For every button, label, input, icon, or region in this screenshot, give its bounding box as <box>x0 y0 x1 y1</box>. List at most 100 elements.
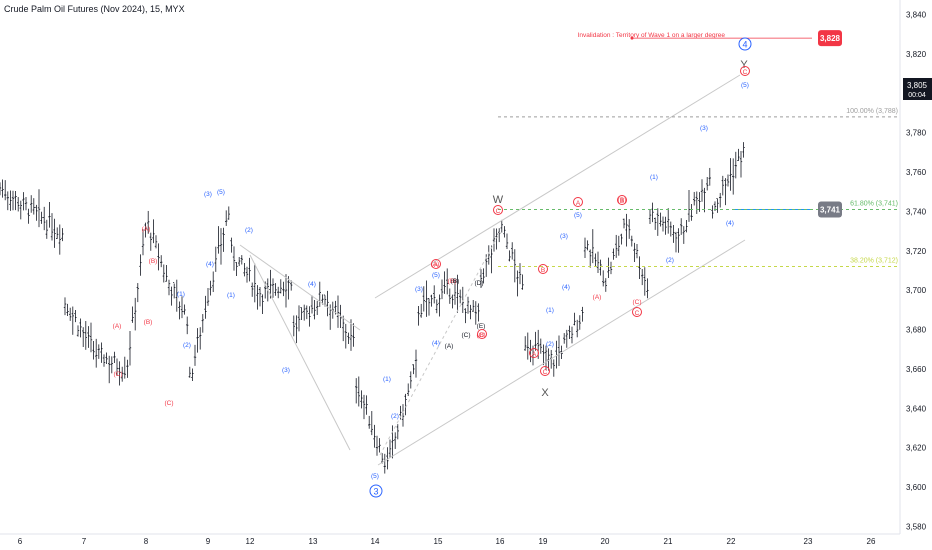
ohlc-bar <box>667 208 670 234</box>
ohlc-bar <box>518 263 522 285</box>
ohlc-bar <box>539 338 542 354</box>
ohlc-bar <box>368 415 371 429</box>
ohlc-bar <box>113 351 116 364</box>
ohlc-bar <box>604 278 607 292</box>
x-tick-label: 15 <box>434 537 443 546</box>
ohlc-bar <box>589 249 592 268</box>
ohlc-bar <box>37 189 41 228</box>
wave-circle <box>540 366 550 376</box>
ohlc-bar <box>225 210 228 226</box>
ohlc-bar <box>347 332 350 345</box>
ohlc-bar <box>682 226 685 244</box>
ohlc-bar <box>282 281 285 297</box>
ohlc-bar <box>308 306 311 327</box>
ohlc-bar <box>394 432 397 449</box>
ohlc-bar <box>235 262 238 277</box>
ohlc-bar <box>89 322 93 353</box>
wave-label: (3) <box>415 286 423 293</box>
ohlc-bar <box>628 219 631 239</box>
ohlc-bar <box>6 191 9 211</box>
y-tick-label: 3,720 <box>906 247 927 256</box>
ohlc-bar <box>544 345 548 371</box>
ohlc-bar <box>9 190 12 211</box>
y-tick-label: 3,660 <box>906 365 927 374</box>
ohlc-bar <box>370 411 373 436</box>
ohlc-bar <box>739 151 743 178</box>
ohlc-bar <box>201 314 204 333</box>
ohlc-bar <box>664 216 667 235</box>
wave-label: (A) <box>113 323 122 330</box>
wave-label: (A) <box>142 226 151 233</box>
wave-label: A <box>434 262 439 269</box>
ohlc-bar <box>706 176 709 191</box>
ohlc-bar <box>721 175 724 196</box>
ohlc-bar <box>453 279 457 305</box>
wave-circle <box>632 307 642 317</box>
ohlc-bar <box>144 222 147 238</box>
ohlc-bar <box>459 289 462 304</box>
ohlc-bar <box>131 306 134 323</box>
ohlc-bar <box>482 268 485 284</box>
wave-label: (2) <box>183 342 191 349</box>
ohlc-bar <box>542 344 545 366</box>
ohlc-bar <box>427 298 431 316</box>
wave-label: (3) <box>700 125 708 132</box>
ohlc-bar <box>407 383 410 397</box>
wave-label: A <box>532 351 537 358</box>
wave-circle <box>738 37 752 51</box>
countdown-text: 00:04 <box>908 92 926 99</box>
ohlc-bar <box>56 227 59 239</box>
ohlc-bar <box>594 253 597 266</box>
wave-label: (A) <box>445 343 454 350</box>
ohlc-bar <box>677 228 680 253</box>
current-price-text: 3,805 <box>907 81 928 90</box>
ohlc-bar <box>669 221 672 237</box>
ohlc-bar <box>349 319 353 351</box>
ohlc-bar <box>170 286 173 306</box>
ohlc-bar <box>126 359 129 378</box>
ohlc-bar <box>422 286 425 312</box>
ohlc-bar <box>646 278 649 299</box>
ohlc-bar <box>409 371 412 389</box>
ohlc-bar <box>711 205 714 219</box>
y-tick-label: 3,580 <box>906 523 927 532</box>
ohlc-bar <box>206 287 210 306</box>
x-tick-label: 19 <box>539 537 548 546</box>
wave-label: (4) <box>432 340 440 347</box>
wave-label: (3) <box>204 191 212 198</box>
ohlc-bar <box>212 271 215 293</box>
ohlc-bar <box>204 295 207 319</box>
wave-label: C <box>543 369 548 376</box>
ohlc-bar <box>271 278 275 298</box>
ohlc-bar <box>87 326 90 348</box>
wave-label: (1) <box>383 376 391 383</box>
ohlc-bar <box>391 425 394 459</box>
ohlc-bar <box>253 263 256 303</box>
ohlc-bar <box>648 209 652 225</box>
ohlc-bar <box>698 192 701 212</box>
ohlc-bar <box>251 282 254 297</box>
ohlc-bar <box>214 246 217 272</box>
ohlc-bar <box>175 279 178 312</box>
wave-label: (4) <box>562 284 570 291</box>
ohlc-bar <box>474 301 477 325</box>
ohlc-bar <box>492 228 496 252</box>
ohlc-bar <box>708 167 711 186</box>
ohlc-bar <box>277 286 280 299</box>
ohlc-bar <box>435 299 438 314</box>
wave-label: (B) <box>448 278 457 285</box>
ohlc-bar <box>69 307 72 321</box>
ohlc-bar <box>599 259 602 276</box>
wave-label: (B) <box>451 278 460 285</box>
wave-label: (2) <box>391 413 399 420</box>
wave-label: (1) <box>546 307 554 314</box>
ohlc-bar <box>258 286 262 307</box>
ohlc-bar <box>217 226 220 254</box>
ohlc-bar <box>310 295 314 314</box>
ohlc-bar <box>578 315 581 330</box>
ohlc-bar <box>128 330 132 366</box>
ohlc-bar <box>209 280 212 296</box>
ohlc-bar <box>287 276 290 300</box>
ohlc-bar <box>105 352 108 364</box>
